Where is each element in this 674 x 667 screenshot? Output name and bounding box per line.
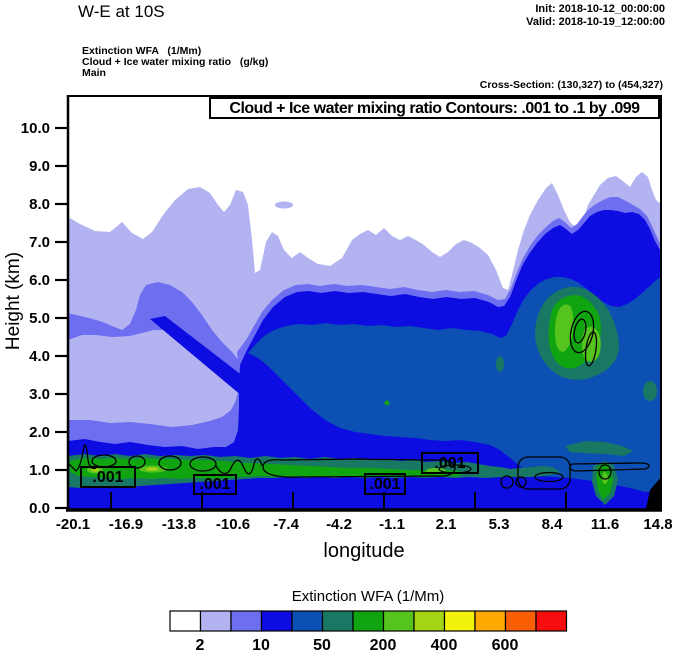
colorbar-tick-label: 600 — [491, 637, 519, 654]
y-axis-title: Height (km) — [3, 251, 24, 351]
y-tick-label: 6.0 — [29, 272, 50, 289]
colorbar-tick-label: 400 — [430, 637, 458, 654]
y-tick-label: 7.0 — [29, 234, 50, 251]
contour-fill-level8-s1 — [91, 468, 99, 472]
y-tick-label: 5.0 — [29, 310, 50, 327]
page-title: W-E at 10S — [78, 2, 165, 21]
x-tick-label: -13.8 — [161, 516, 197, 533]
filled-contour-field — [68, 172, 661, 510]
contour-fill-level7-b4 — [602, 472, 608, 484]
init-valid-times: Init: 2018-10-12_00:00:00 Valid: 2018-10… — [400, 3, 665, 29]
x-tick-label: 14.8 — [643, 516, 673, 533]
y-tick-label: 8.0 — [29, 196, 50, 213]
colorbar-tick-label: 200 — [369, 637, 397, 654]
colorbar-tick-label: 2 — [195, 637, 205, 654]
x-tick-label: -20.1 — [55, 516, 91, 533]
contour-fill-level8-s2 — [146, 467, 158, 471]
contour-fill-level5-streak — [565, 441, 633, 456]
cross-section-info: Cross-Section: (130,327) to (454,327) — [479, 79, 663, 91]
x-tick-label: -10.6 — [215, 516, 251, 533]
mixing-ratio-label-box: .001 — [80, 466, 136, 488]
y-tick-label: 3.0 — [29, 386, 50, 403]
mixing-ratio-label-box: .001 — [364, 473, 406, 495]
colorbar-title: Extinction WFA (1/Mm) — [291, 588, 445, 605]
init-time: Init: 2018-10-12_00:00:00 — [535, 3, 665, 15]
y-tick-label: 2.0 — [29, 424, 50, 441]
y-tick-label: 9.0 — [29, 158, 50, 175]
contour-fill-level2-left — [68, 282, 244, 390]
x-tick-label: 5.3 — [488, 516, 510, 533]
mixing-ratio-label-box: .001 — [193, 474, 237, 495]
contour-note: Cloud + Ice water mixing ratio Contours:… — [209, 97, 660, 119]
contour-fill-level5-speck1 — [496, 356, 504, 372]
x-tick-label: -7.4 — [273, 516, 299, 533]
contour-fill-level3-streak — [150, 316, 248, 396]
mixing-ratio-label-box: .001 — [421, 452, 479, 474]
contour-fill-level1-speck — [275, 201, 293, 209]
colorbar-tick-label: 10 — [252, 637, 270, 654]
contour-fill-level6-dot — [384, 400, 390, 406]
x-tick-label: -16.9 — [108, 516, 144, 533]
y-tick-label: 1.0 — [29, 462, 50, 479]
colorbar-tick-label: 50 — [313, 637, 331, 654]
terrain-wedge — [646, 477, 661, 509]
contour-fill-level7-core1 — [555, 304, 574, 352]
y-tick-label: 4.0 — [29, 348, 50, 365]
x-tick-label: 2.1 — [435, 516, 457, 533]
x-tick-label: -1.1 — [379, 516, 405, 533]
contour-fill-level5-speck2 — [643, 381, 657, 401]
x-axis-title: longitude — [323, 540, 405, 562]
y-tick-label: 10.0 — [20, 120, 50, 137]
x-tick-label: -4.2 — [326, 516, 352, 533]
valid-time: Valid: 2018-10-19_12:00:00 — [526, 16, 665, 28]
y-tick-label: 0.0 — [29, 500, 50, 517]
field-list: Extinction WFA (1/Mm) Cloud + Ice water … — [82, 45, 269, 79]
x-tick-label: 8.4 — [541, 516, 563, 533]
y-axis-ticks — [55, 126, 67, 510]
x-tick-label: 11.6 — [590, 516, 620, 533]
contour-fill-level7-core2 — [581, 326, 601, 362]
